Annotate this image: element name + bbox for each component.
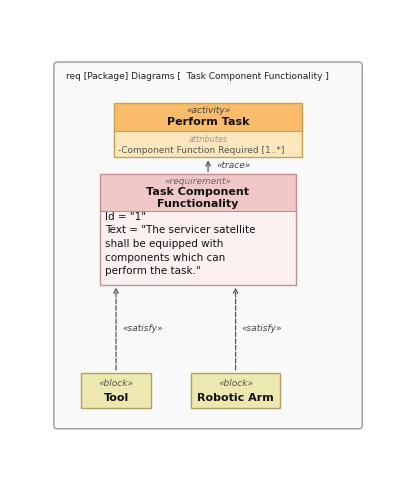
Text: Robotic Arm: Robotic Arm [197,393,273,403]
Bar [99,174,296,285]
Text: Perform Task: Perform Task [166,117,249,126]
Text: «requirement»: «requirement» [164,177,231,186]
Bar [99,211,296,285]
Text: attributes: attributes [188,135,227,144]
Bar [99,174,296,211]
Bar [113,131,302,157]
Text: «satisfy»: «satisfy» [241,324,282,333]
Bar [113,103,302,157]
Text: Id = "1"
Text = "The servicer satellite
shall be equipped with
components which : Id = "1" Text = "The servicer satellite … [105,212,255,276]
Bar [190,373,280,408]
Text: Task Component
Functionality: Task Component Functionality [146,187,249,209]
FancyBboxPatch shape [54,62,361,429]
Bar [81,373,151,408]
Text: «trace»: «trace» [215,161,249,171]
Text: «activity»: «activity» [185,106,230,115]
Text: «block»: «block» [98,379,133,388]
Text: «block»: «block» [217,379,252,388]
Text: «satisfy»: «satisfy» [122,324,162,333]
Text: -Component Function Required [1..*]: -Component Function Required [1..*] [118,146,284,155]
Text: Tool: Tool [103,393,128,403]
Bar [113,103,302,131]
Text: req [Package] Diagrams [  Task Component Functionality ]: req [Package] Diagrams [ Task Component … [66,72,328,81]
